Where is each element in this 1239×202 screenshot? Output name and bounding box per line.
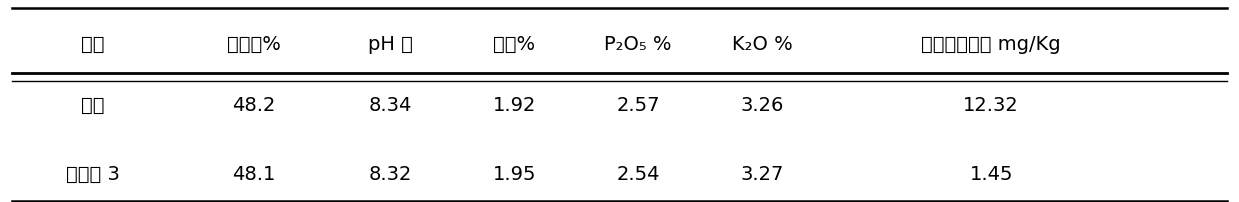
Text: 1.45: 1.45: [969, 164, 1014, 183]
Text: 8.34: 8.34: [368, 96, 413, 115]
Text: 48.1: 48.1: [232, 164, 276, 183]
Text: 48.2: 48.2: [232, 96, 276, 115]
Text: P₂O₅ %: P₂O₅ %: [605, 35, 672, 54]
Text: 对照: 对照: [82, 96, 104, 115]
Text: 1.95: 1.95: [492, 164, 536, 183]
Text: 8.32: 8.32: [368, 164, 413, 183]
Text: 全氮%: 全氮%: [493, 35, 535, 54]
Text: 3.26: 3.26: [740, 96, 784, 115]
Text: 2.57: 2.57: [616, 96, 660, 115]
Text: 3.27: 3.27: [740, 164, 784, 183]
Text: pH 值: pH 值: [368, 35, 413, 54]
Text: 1.92: 1.92: [492, 96, 536, 115]
Text: 2.54: 2.54: [616, 164, 660, 183]
Text: K₂O %: K₂O %: [731, 35, 793, 54]
Text: 处理: 处理: [82, 35, 104, 54]
Text: 四环素残留量 mg/Kg: 四环素残留量 mg/Kg: [922, 35, 1061, 54]
Text: 实施例 3: 实施例 3: [66, 164, 120, 183]
Text: 12.32: 12.32: [964, 96, 1018, 115]
Text: 有机质%: 有机质%: [227, 35, 281, 54]
